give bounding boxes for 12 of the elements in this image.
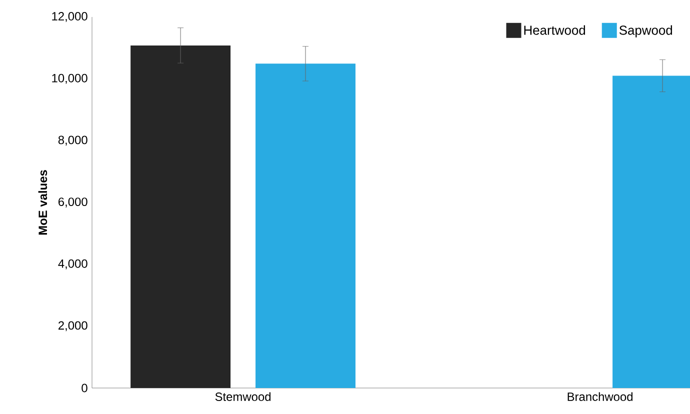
y-tick-label: 8,000 — [58, 136, 88, 146]
y-tick-label: 4,000 — [58, 259, 88, 270]
y-tick-label: 6,000 — [58, 198, 88, 208]
y-tick-label: 10,000 — [52, 74, 88, 84]
x-tick-label: Branchwood — [568, 392, 632, 401]
y-tick-label: 0 — [82, 384, 88, 392]
legend-label: Sapwood — [619, 25, 672, 38]
x-tick-label: Stemwood — [215, 392, 270, 401]
legend-label: Heartwood — [524, 25, 586, 35]
y-tick-label: 12,000 — [52, 12, 88, 22]
y-tick-label: 2,000 — [58, 321, 88, 332]
y-axis-title: MoE values — [38, 170, 48, 235]
